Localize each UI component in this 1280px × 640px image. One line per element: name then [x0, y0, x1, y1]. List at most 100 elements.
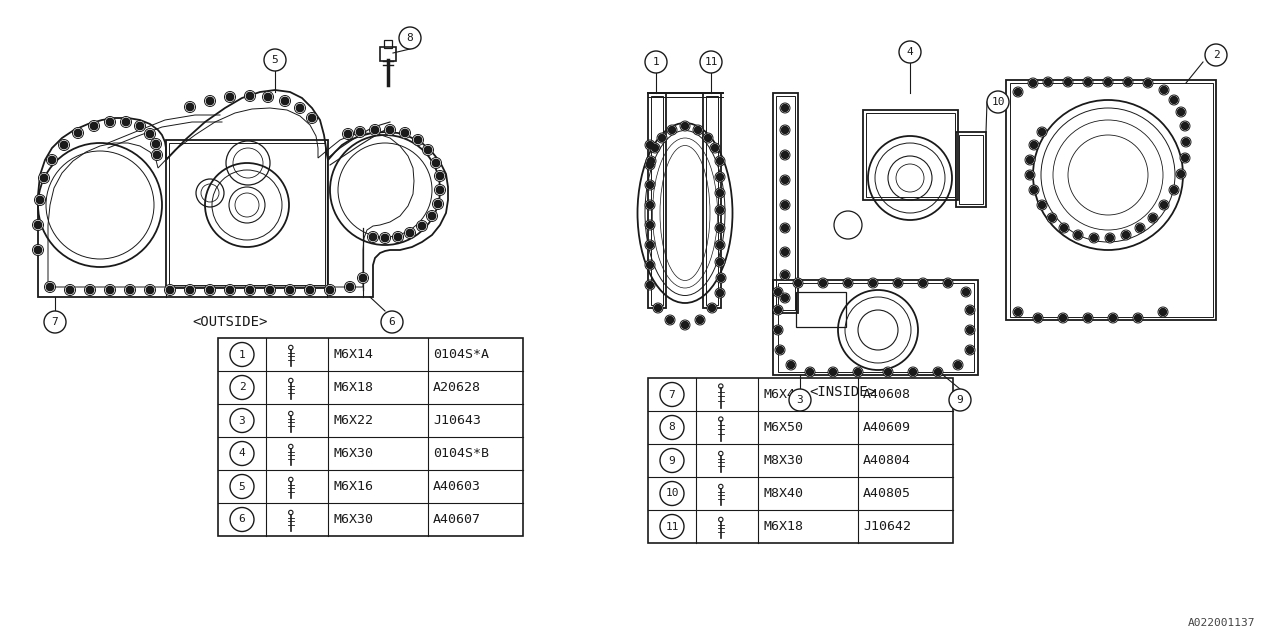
Circle shape — [137, 122, 143, 129]
Circle shape — [46, 284, 54, 291]
Circle shape — [1048, 214, 1056, 221]
Circle shape — [1158, 200, 1169, 210]
Circle shape — [381, 311, 403, 333]
Circle shape — [660, 481, 684, 506]
Bar — [648, 93, 666, 308]
Circle shape — [357, 273, 369, 284]
Circle shape — [227, 93, 233, 100]
Circle shape — [370, 125, 380, 136]
Circle shape — [660, 449, 684, 472]
Circle shape — [1038, 202, 1046, 209]
Text: A40805: A40805 — [863, 487, 911, 500]
Text: A40607: A40607 — [433, 513, 481, 526]
Circle shape — [774, 326, 782, 333]
Circle shape — [782, 104, 788, 111]
Circle shape — [44, 311, 67, 333]
Circle shape — [954, 360, 963, 370]
Circle shape — [717, 173, 723, 180]
Circle shape — [1027, 172, 1033, 179]
Circle shape — [943, 278, 954, 288]
Circle shape — [645, 51, 667, 73]
Circle shape — [1030, 186, 1038, 193]
Circle shape — [46, 154, 58, 166]
Circle shape — [716, 172, 724, 182]
Circle shape — [780, 125, 790, 135]
Circle shape — [845, 280, 851, 287]
Bar — [1006, 80, 1216, 320]
Circle shape — [127, 287, 133, 294]
Circle shape — [780, 103, 790, 113]
Circle shape — [717, 259, 723, 266]
Text: A40609: A40609 — [863, 421, 911, 434]
Circle shape — [666, 315, 675, 325]
Circle shape — [184, 285, 196, 296]
Circle shape — [244, 285, 256, 296]
Circle shape — [1037, 200, 1047, 210]
Circle shape — [717, 189, 723, 196]
Circle shape — [919, 280, 927, 287]
Circle shape — [284, 285, 296, 296]
Circle shape — [717, 157, 723, 164]
Circle shape — [247, 93, 253, 99]
Circle shape — [230, 408, 253, 433]
Circle shape — [795, 280, 801, 287]
Circle shape — [394, 234, 402, 241]
Circle shape — [1029, 185, 1039, 195]
Circle shape — [774, 307, 782, 314]
Circle shape — [786, 360, 796, 370]
Circle shape — [1143, 78, 1153, 88]
Circle shape — [709, 305, 716, 312]
Text: M6X14: M6X14 — [333, 348, 372, 361]
Circle shape — [73, 127, 83, 138]
Circle shape — [869, 280, 877, 287]
Bar — [863, 110, 957, 200]
Circle shape — [91, 122, 97, 129]
Text: A40804: A40804 — [863, 454, 911, 467]
Circle shape — [1137, 225, 1143, 232]
Circle shape — [347, 284, 353, 291]
Circle shape — [1169, 185, 1179, 195]
Circle shape — [782, 225, 788, 232]
Circle shape — [32, 244, 44, 255]
Circle shape — [668, 127, 676, 134]
Bar — [703, 93, 721, 308]
Circle shape — [918, 278, 928, 288]
Circle shape — [37, 196, 44, 204]
Circle shape — [306, 113, 317, 124]
Circle shape — [657, 133, 667, 143]
Circle shape — [357, 129, 364, 136]
Text: M6X22: M6X22 — [333, 414, 372, 427]
Circle shape — [434, 170, 445, 182]
Circle shape — [205, 285, 215, 296]
Circle shape — [371, 127, 379, 134]
Circle shape — [899, 41, 922, 63]
Circle shape — [716, 273, 726, 283]
Circle shape — [105, 116, 115, 127]
Circle shape — [404, 227, 416, 239]
Circle shape — [1161, 86, 1167, 93]
Circle shape — [965, 325, 975, 335]
Bar — [778, 283, 974, 372]
Circle shape — [1160, 308, 1166, 316]
Circle shape — [780, 293, 790, 303]
Circle shape — [782, 127, 788, 134]
Circle shape — [660, 515, 684, 538]
Circle shape — [780, 150, 790, 160]
Circle shape — [1060, 314, 1066, 321]
Circle shape — [1030, 141, 1038, 148]
Circle shape — [650, 143, 660, 153]
Circle shape — [1123, 77, 1133, 87]
Circle shape — [934, 369, 942, 376]
Circle shape — [852, 367, 863, 377]
Circle shape — [773, 305, 783, 315]
Bar — [218, 338, 524, 536]
Text: A40603: A40603 — [433, 480, 481, 493]
Circle shape — [794, 278, 803, 288]
Circle shape — [961, 287, 972, 297]
Circle shape — [965, 345, 975, 355]
Circle shape — [433, 198, 443, 209]
Circle shape — [1170, 186, 1178, 193]
Circle shape — [855, 369, 861, 376]
Bar — [959, 135, 983, 204]
Circle shape — [429, 212, 435, 220]
